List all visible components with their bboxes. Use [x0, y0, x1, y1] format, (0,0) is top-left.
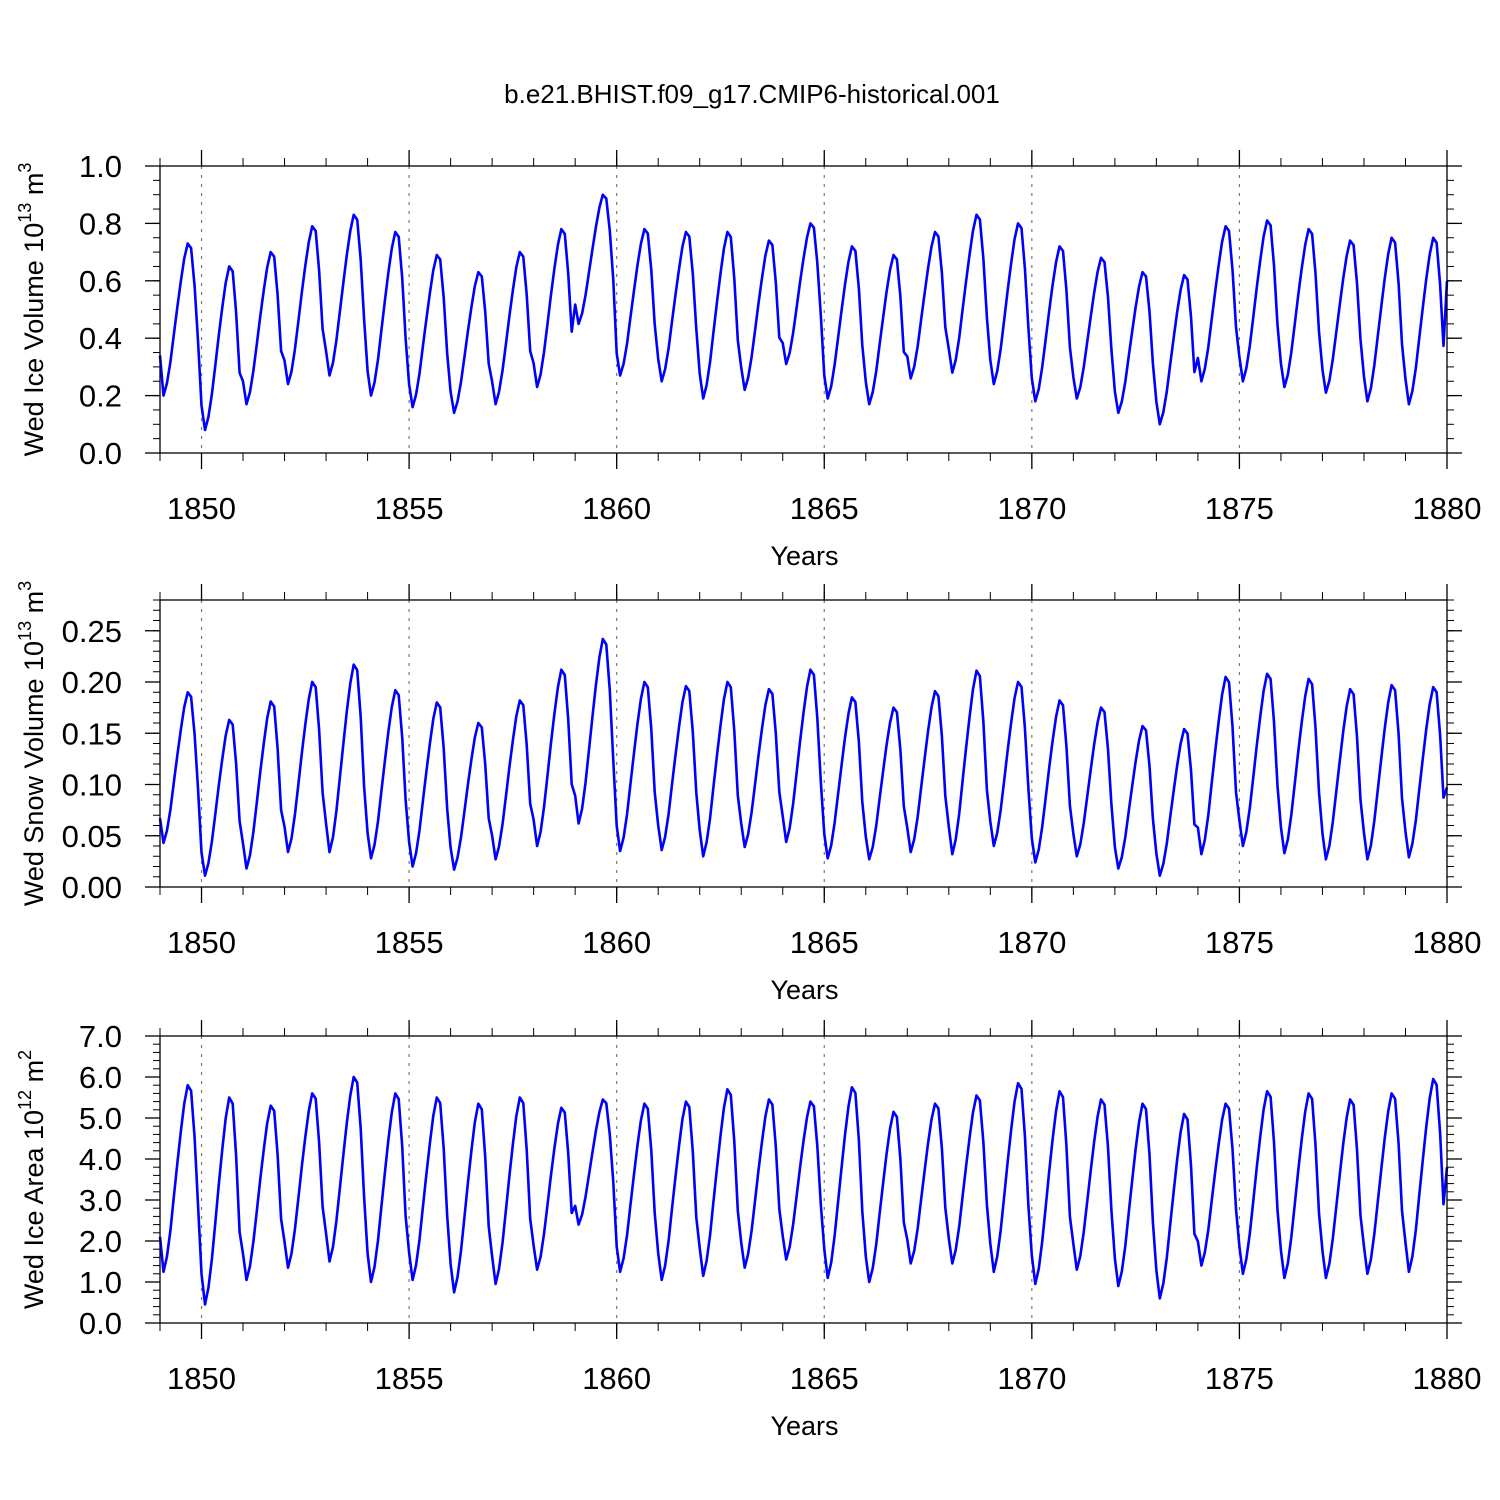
- ice-volume-y-tick-label: 0.4: [79, 321, 122, 356]
- ice-area-x-tick-label: 1855: [375, 1361, 444, 1396]
- ice-volume-minor-ticks: [153, 158, 1454, 461]
- snow-volume-minor-ticks: [153, 592, 1454, 895]
- snow-volume-plot-frame: [159, 599, 1448, 888]
- ice-area-y-tick-label: 6.0: [79, 1060, 122, 1095]
- ice-area-y-axis-title: Wed Ice Area 1012 m2: [15, 1050, 49, 1309]
- ice-area-ylabel-exponent: 12: [15, 1090, 35, 1110]
- snow-volume-ylabel-main: Wed Snow Volume 10: [19, 641, 49, 906]
- ice-area-y-tick-label: 0.0: [79, 1306, 122, 1341]
- ice-area-x-tick-label: 1860: [582, 1361, 651, 1396]
- ice-volume-y-tick-label: 0.0: [79, 436, 122, 471]
- snow-volume-x-tick-label: 1860: [582, 925, 651, 960]
- ice-area-x-tick-label: 1875: [1205, 1361, 1274, 1396]
- ice-area-y-tick-label: 3.0: [79, 1183, 122, 1218]
- ice-volume-major-ticks: [145, 150, 1462, 469]
- snow-volume-major-ticks: [145, 584, 1462, 903]
- snow-volume-ylabel-unit-exponent: 3: [15, 581, 35, 591]
- ice-area-plot-frame: [159, 1035, 1448, 1324]
- ice-volume-x-axis-title: Years: [770, 541, 838, 571]
- ice-area-y-tick-labels: 0.0 1.0 2.0 3.0 4.0 5.0 6.0 7.0: [79, 1019, 122, 1341]
- ice-area-x-tick-label: 1850: [167, 1361, 236, 1396]
- snow-volume-x-tick-label: 1870: [997, 925, 1066, 960]
- ice-area-x-tick-label: 1865: [790, 1361, 859, 1396]
- ice-area-y-tick-label: 2.0: [79, 1224, 122, 1259]
- ice-volume-x-tick-labels: 1850 1855 1860 1865 1870 1875 1880: [167, 491, 1481, 526]
- ice-area-ylabel-unit: m: [19, 1060, 49, 1090]
- ice-area-y-tick-label: 7.0: [79, 1019, 122, 1054]
- ice-area-minor-ticks: [153, 1028, 1454, 1331]
- snow-volume-x-axis-title: Years: [770, 975, 838, 1005]
- snow-volume-y-tick-label: 0.00: [62, 870, 122, 905]
- ice-volume-grid: [200, 166, 1241, 453]
- snow-volume-panel: 0.00 0.05 0.10 0.15 0.20 0.25 1850 1855 1860 186…: [15, 581, 1481, 1005]
- ice-area-series-line: [158, 1075, 1449, 1306]
- snow-volume-x-tick-label: 1850: [167, 925, 236, 960]
- ice-area-major-ticks: [145, 1020, 1462, 1339]
- ice-volume-y-tick-label: 0.6: [79, 264, 122, 299]
- ice-volume-ylabel-exponent: 13: [15, 203, 35, 223]
- snow-volume-x-tick-label: 1855: [375, 925, 444, 960]
- snow-volume-y-tick-label: 0.15: [62, 716, 122, 751]
- ice-volume-x-tick-label: 1850: [167, 491, 236, 526]
- ice-area-ylabel-main: Wed Ice Area 10: [19, 1110, 49, 1309]
- ice-area-ylabel-unit-exponent: 2: [15, 1050, 35, 1060]
- snow-volume-x-tick-label: 1875: [1205, 925, 1274, 960]
- ice-volume-ylabel-unit: m: [19, 173, 49, 203]
- ice-area-x-tick-labels: 1850 1855 1860 1865 1870 1875 1880: [167, 1361, 1481, 1396]
- snow-volume-y-axis-title: Wed Snow Volume 1013 m3: [15, 581, 49, 906]
- snow-volume-y-tick-label: 0.20: [62, 665, 122, 700]
- ice-volume-y-tick-labels: 0.0 0.2 0.4 0.6 0.8 1.0: [79, 149, 122, 471]
- ice-volume-x-tick-label: 1870: [997, 491, 1066, 526]
- ice-area-panel: 0.0 1.0 2.0 3.0 4.0 5.0 6.0 7.0 1850 1855 1860 186…: [15, 1019, 1481, 1441]
- ice-volume-x-tick-label: 1875: [1205, 491, 1274, 526]
- ice-area-grid: [200, 1036, 1241, 1323]
- ice-volume-y-axis-title: Wed Ice Volume 1013 m3: [15, 163, 49, 457]
- ice-volume-plot-frame: [159, 165, 1448, 454]
- ice-volume-panel: 0.00.20.40.60.81.0 1850 1855 1860 1865 1870 1…: [15, 149, 1481, 571]
- snow-volume-ylabel-exponent: 13: [15, 621, 35, 641]
- ice-area-y-tick-label: 1.0: [79, 1265, 122, 1300]
- ice-volume-y-tick-label: 0.8: [79, 206, 122, 241]
- ice-volume-x-tick-label: 1860: [582, 491, 651, 526]
- snow-volume-x-tick-label: 1880: [1413, 925, 1482, 960]
- figure-title: b.e21.BHIST.f09_g17.CMIP6-historical.001: [504, 79, 1000, 109]
- ice-volume-y-tick-label: 1.0: [79, 149, 122, 184]
- snow-volume-x-tick-labels: 1850 1855 1860 1865 1870 1875 1880: [167, 925, 1481, 960]
- snow-volume-y-tick-label: 0.10: [62, 768, 122, 803]
- ice-area-x-axis-title: Years: [770, 1411, 838, 1441]
- ice-volume-ylabel-unit-exponent: 3: [15, 163, 35, 173]
- snow-volume-y-tick-label: 0.05: [62, 819, 122, 854]
- snow-volume-y-tick-labels: 0.00 0.05 0.10 0.15 0.20 0.25: [62, 614, 122, 905]
- ice-volume-series-line: [158, 193, 1449, 432]
- ice-volume-x-tick-label: 1855: [375, 491, 444, 526]
- ice-volume-y-tick-label: 0.2: [79, 379, 122, 414]
- ice-area-x-tick-label: 1870: [997, 1361, 1066, 1396]
- snow-volume-y-tick-label: 0.25: [62, 614, 122, 649]
- snow-volume-ylabel-unit: m: [19, 591, 49, 621]
- ice-area-y-tick-label: 5.0: [79, 1101, 122, 1136]
- snow-volume-x-tick-label: 1865: [790, 925, 859, 960]
- snow-volume-grid: [200, 600, 1241, 887]
- ice-volume-x-tick-label: 1865: [790, 491, 859, 526]
- ice-area-y-tick-label: 4.0: [79, 1142, 122, 1177]
- ice-area-x-tick-label: 1880: [1413, 1361, 1482, 1396]
- ice-volume-x-tick-label: 1880: [1413, 491, 1482, 526]
- ice-volume-ylabel-main: Wed Ice Volume 10: [19, 223, 49, 457]
- snow-volume-series-line: [158, 637, 1449, 877]
